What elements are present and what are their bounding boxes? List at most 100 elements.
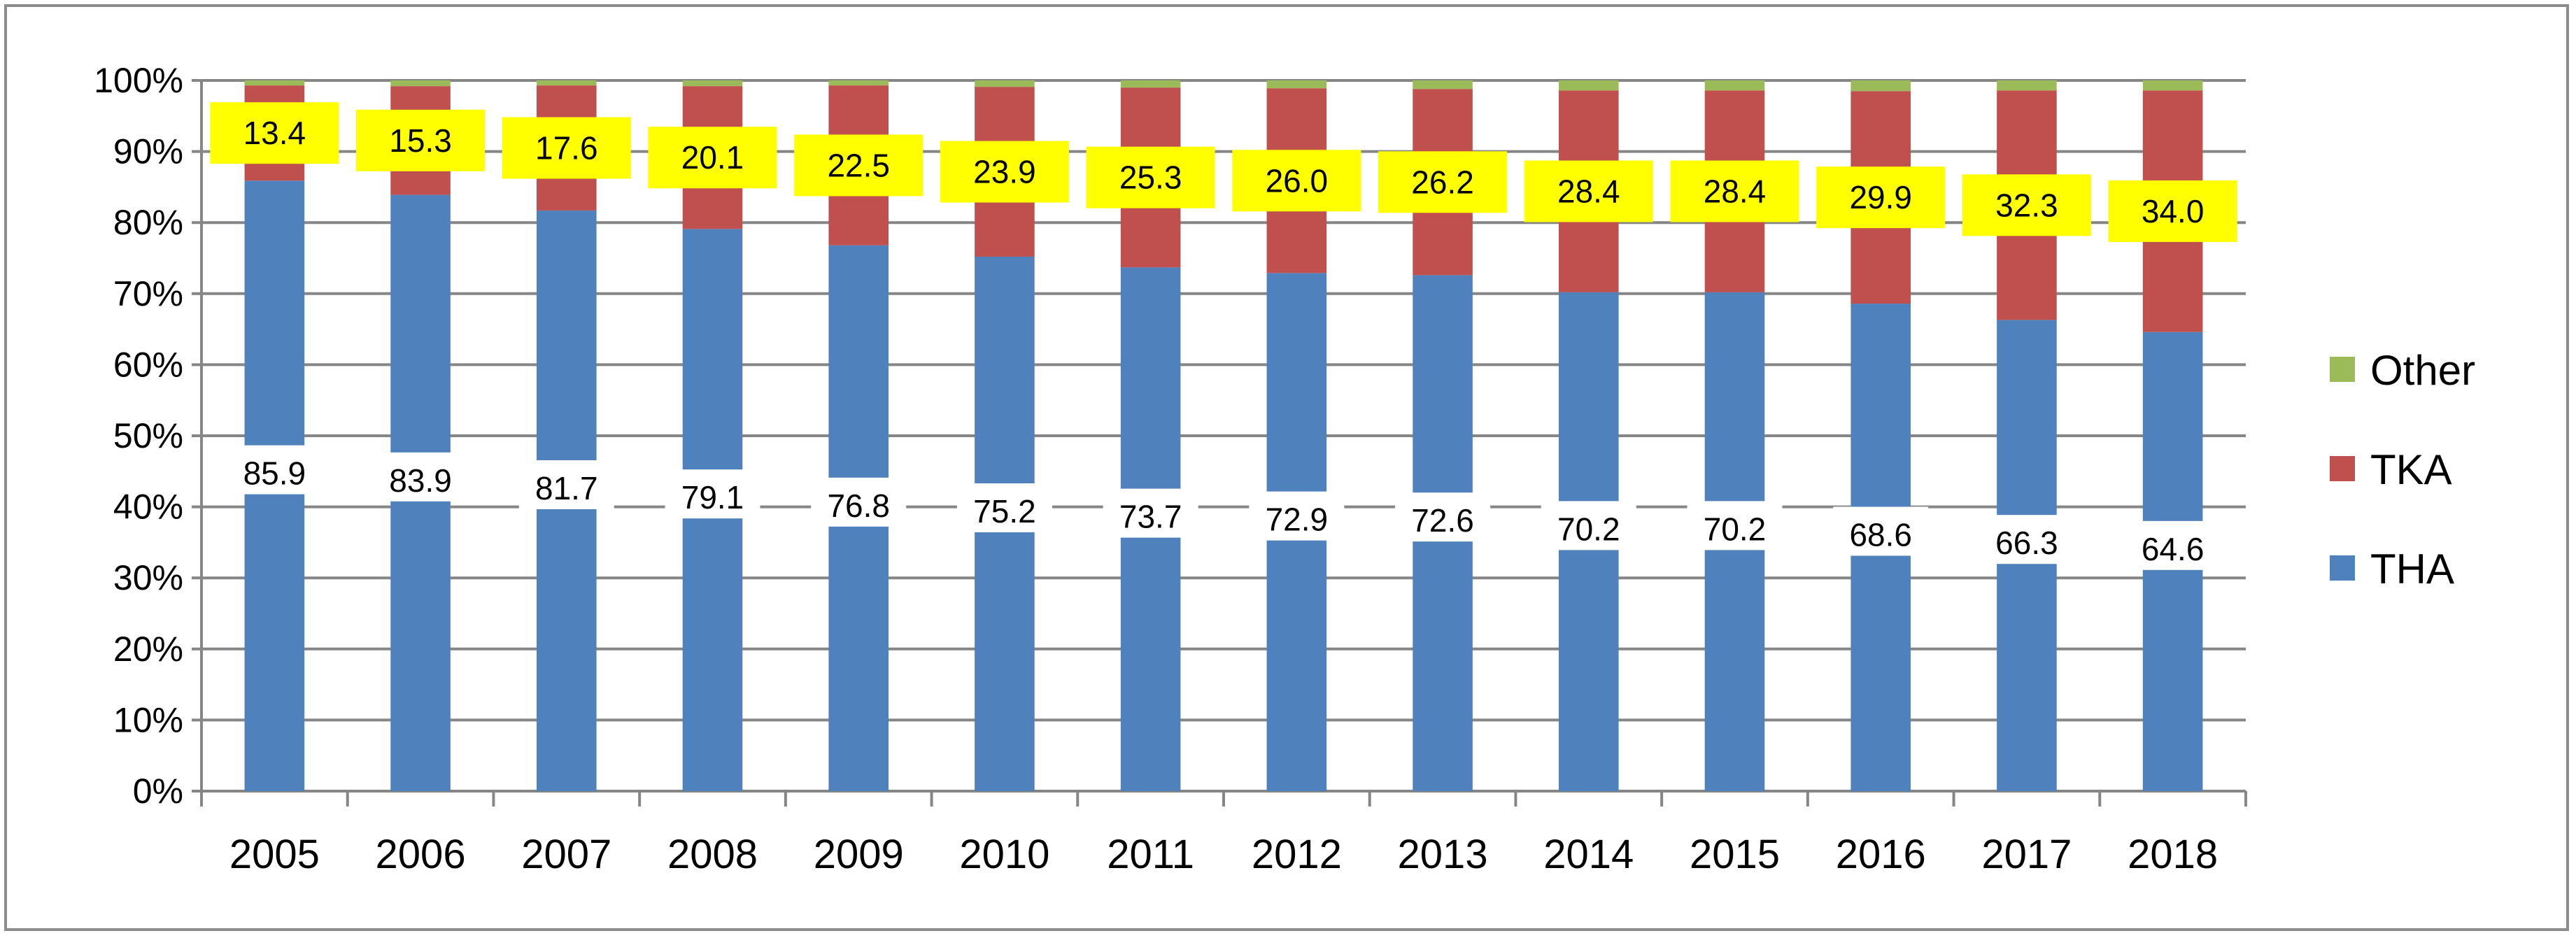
tka-label-box bbox=[1232, 150, 1361, 212]
tka-label-box bbox=[1378, 151, 1508, 213]
x-tick-label: 2017 bbox=[1981, 832, 2072, 877]
bar-other-2017 bbox=[1997, 80, 2057, 91]
y-tick-label: 20% bbox=[113, 630, 183, 669]
bar-other-2018 bbox=[2142, 80, 2203, 91]
y-tick-label: 0% bbox=[133, 772, 183, 811]
legend-label-other: Other bbox=[2370, 347, 2475, 394]
tha-data-label: 72.6 bbox=[1411, 502, 1474, 539]
tha-data-label: 70.2 bbox=[1557, 511, 1620, 547]
tha-data-label: 75.2 bbox=[973, 493, 1036, 530]
y-tick-label: 40% bbox=[113, 488, 183, 527]
bar-other-2011 bbox=[1120, 80, 1181, 88]
y-tick-label: 60% bbox=[113, 345, 183, 384]
bar-other-2014 bbox=[1558, 80, 1619, 91]
legend-swatch-tka bbox=[2330, 456, 2355, 481]
tka-data-label: 17.6 bbox=[535, 130, 598, 166]
x-tick-label: 2008 bbox=[667, 832, 758, 877]
tha-data-label: 64.6 bbox=[2142, 531, 2205, 567]
bar-other-2008 bbox=[682, 80, 743, 87]
y-tick-label: 70% bbox=[113, 274, 183, 313]
tka-label-box bbox=[1816, 166, 1946, 229]
x-tick-label: 2018 bbox=[2128, 832, 2218, 877]
y-tick-label: 30% bbox=[113, 558, 183, 597]
tka-label-box bbox=[2108, 180, 2237, 242]
legend-label-tka: TKA bbox=[2370, 446, 2452, 493]
x-tick-label: 2010 bbox=[959, 832, 1049, 877]
x-tick-label: 2013 bbox=[1398, 832, 1488, 877]
tha-label-box bbox=[373, 452, 469, 502]
tka-data-label: 22.5 bbox=[827, 147, 890, 183]
tka-label-box bbox=[1670, 160, 1799, 222]
tha-label-box bbox=[1395, 492, 1491, 542]
tka-data-label: 28.4 bbox=[1704, 173, 1767, 209]
tha-data-label: 81.7 bbox=[535, 470, 598, 506]
tha-data-label: 85.9 bbox=[243, 455, 306, 492]
x-tick-label: 2015 bbox=[1690, 832, 1780, 877]
tha-data-label: 66.3 bbox=[1995, 525, 2058, 561]
tha-data-label: 79.1 bbox=[681, 479, 744, 516]
y-tick-label: 90% bbox=[113, 132, 183, 171]
tha-label-box bbox=[1103, 488, 1198, 538]
bar-other-2007 bbox=[536, 80, 597, 86]
tha-label-box bbox=[1541, 501, 1636, 550]
y-tick-label: 50% bbox=[113, 416, 183, 455]
legend-swatch-other bbox=[2330, 357, 2355, 382]
tha-data-label: 72.9 bbox=[1266, 502, 1329, 538]
tka-label-box bbox=[210, 102, 339, 164]
tka-data-label: 25.3 bbox=[1119, 159, 1182, 196]
tha-data-label: 76.8 bbox=[827, 488, 890, 524]
tka-data-label: 32.3 bbox=[1995, 187, 2058, 223]
x-tick-label: 2007 bbox=[521, 832, 611, 877]
y-tick-label: 100% bbox=[94, 61, 183, 100]
legend-swatch-tha bbox=[2330, 555, 2355, 581]
x-tick-label: 2012 bbox=[1252, 832, 1342, 877]
tha-label-box bbox=[1833, 506, 1929, 556]
legend-label-tha: THA bbox=[2370, 546, 2454, 592]
tka-label-box bbox=[1086, 146, 1215, 208]
tha-label-box bbox=[227, 445, 323, 495]
tka-label-box bbox=[1962, 174, 2091, 236]
bar-other-2009 bbox=[828, 80, 889, 86]
x-tick-label: 2009 bbox=[814, 832, 904, 877]
bar-other-2006 bbox=[390, 80, 451, 87]
x-tick-label: 2005 bbox=[229, 832, 320, 877]
tha-label-box bbox=[811, 477, 907, 527]
bar-other-2015 bbox=[1704, 80, 1765, 91]
tha-data-label: 68.6 bbox=[1849, 517, 1912, 553]
tka-data-label: 20.1 bbox=[681, 139, 744, 176]
tka-data-label: 28.4 bbox=[1557, 173, 1620, 209]
tka-label-box bbox=[794, 134, 923, 197]
tka-data-label: 26.2 bbox=[1411, 164, 1474, 200]
bar-other-2010 bbox=[975, 80, 1035, 87]
tha-label-box bbox=[2125, 520, 2221, 570]
bar-other-2016 bbox=[1850, 80, 1911, 92]
tha-label-box bbox=[1687, 501, 1783, 550]
bar-other-2012 bbox=[1266, 80, 1327, 89]
tha-label-box bbox=[1249, 491, 1345, 541]
tha-label-box bbox=[665, 469, 760, 519]
tha-data-label: 73.7 bbox=[1119, 499, 1182, 535]
tka-label-box bbox=[356, 109, 486, 171]
bar-other-2005 bbox=[244, 80, 305, 86]
tka-label-box bbox=[648, 127, 777, 189]
tha-label-box bbox=[1979, 515, 2074, 564]
x-tick-label: 2011 bbox=[1107, 832, 1194, 877]
tka-data-label: 26.0 bbox=[1266, 162, 1329, 199]
y-tick-label: 10% bbox=[113, 700, 183, 739]
tha-data-label: 70.2 bbox=[1704, 511, 1767, 547]
tka-data-label: 15.3 bbox=[389, 122, 452, 159]
x-tick-label: 2006 bbox=[376, 832, 466, 877]
tka-data-label: 13.4 bbox=[243, 115, 306, 151]
tka-label-box bbox=[1524, 160, 1653, 222]
bar-other-2013 bbox=[1413, 80, 1473, 90]
x-tick-label: 2016 bbox=[1836, 832, 1926, 877]
tha-label-box bbox=[956, 483, 1052, 532]
x-tick-label: 2014 bbox=[1543, 832, 1634, 877]
tka-data-label: 29.9 bbox=[1849, 179, 1912, 215]
tha-label-box bbox=[518, 460, 614, 509]
tha-data-label: 83.9 bbox=[389, 462, 452, 499]
tka-data-label: 23.9 bbox=[973, 154, 1036, 190]
y-tick-label: 80% bbox=[113, 203, 183, 242]
tka-label-box bbox=[940, 141, 1069, 203]
